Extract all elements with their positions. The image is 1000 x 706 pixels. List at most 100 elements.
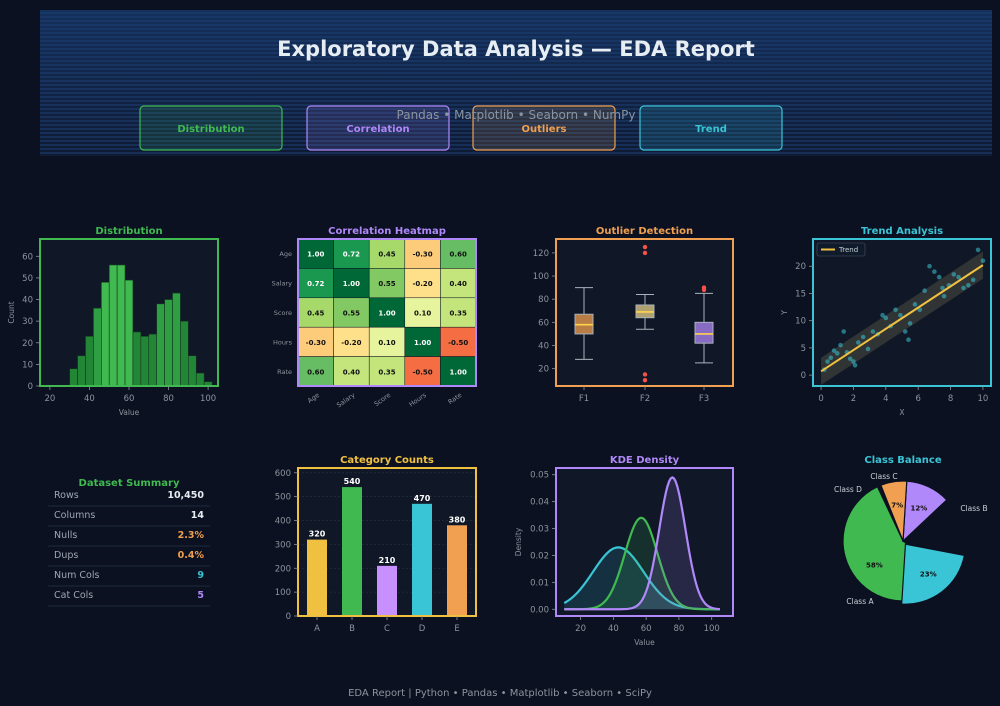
outlier-boxplot: 20 40 60 80 100 120 F1 F2 F3 Outlier Detection xyxy=(533,226,734,404)
x-tick-label: 20 xyxy=(575,624,586,634)
category-bar xyxy=(307,539,327,616)
x-tick-label: 100 xyxy=(704,624,720,634)
y-tick-label: 0.05 xyxy=(530,471,549,481)
density-fill xyxy=(564,477,720,610)
y-tick-label: 20 xyxy=(538,365,549,375)
y-tick-label: 15 xyxy=(795,289,806,299)
badge-trend: Trend xyxy=(639,105,783,151)
heatmap-cell xyxy=(297,268,334,299)
x-axis-label: Value xyxy=(119,408,140,417)
badge-label: Trend xyxy=(695,124,727,135)
histogram-bar xyxy=(108,264,118,387)
heatmap-value: 1.00 xyxy=(378,310,395,318)
scatter-point xyxy=(838,342,843,348)
y-tick-label: 10 xyxy=(795,317,806,327)
badge-box xyxy=(472,105,616,151)
chart-title: KDE Density xyxy=(610,455,680,466)
pie-class-label: Class A xyxy=(846,597,874,606)
histogram-bar xyxy=(69,368,78,387)
scatter-point xyxy=(841,329,847,334)
x-tick-label: 40 xyxy=(608,624,619,634)
footer-text: EDA Report | Python • Pandas • Matplotli… xyxy=(348,688,652,699)
class-balance-pie: Class Balance 58% Class A 23% Class B 12% Clas… xyxy=(834,455,988,606)
heatmap-value: -0.50 xyxy=(448,339,468,347)
y-tick-label: 0.02 xyxy=(530,551,549,561)
chart-title: Distribution xyxy=(95,226,162,237)
heatmap-value: 0.40 xyxy=(343,368,360,376)
column-label: Age xyxy=(306,391,321,405)
scatter-point xyxy=(856,340,861,345)
scatter-point xyxy=(852,363,858,368)
heatmap-cell xyxy=(368,356,406,387)
row-label: Salary xyxy=(272,280,293,288)
y-tick-label: 0 xyxy=(286,612,291,622)
box xyxy=(694,321,714,344)
scatter-point xyxy=(966,282,971,288)
heatmap-cell xyxy=(404,268,441,299)
scatter-point xyxy=(927,263,932,269)
scatter-point xyxy=(907,321,913,326)
plot-border xyxy=(812,238,992,387)
density-curve xyxy=(564,476,720,611)
heatmap-value: 0.35 xyxy=(450,310,467,318)
x-tick-label: E xyxy=(454,624,459,634)
row-label: Age xyxy=(279,250,292,258)
scatter-point xyxy=(970,277,976,283)
pie-percent-label: 23% xyxy=(920,571,937,579)
y-tick-label: 10 xyxy=(22,360,33,370)
chart-title: Category Counts xyxy=(340,455,434,466)
heatmap-value: 0.72 xyxy=(307,280,324,288)
scatter-point xyxy=(851,359,856,364)
scatter-point xyxy=(951,272,957,277)
x-tick-label: C xyxy=(384,624,390,634)
heatmap-cell xyxy=(333,297,370,328)
heatmap-value: 0.60 xyxy=(307,368,324,376)
y-tick-label: 20 xyxy=(795,262,806,272)
plot-area xyxy=(556,468,733,616)
heatmap-cell xyxy=(333,268,370,299)
outlier-point xyxy=(642,372,648,377)
heatmap-value: 0.40 xyxy=(450,280,467,288)
pie-slice xyxy=(880,480,908,542)
trend-line xyxy=(820,264,984,373)
category-counts-chart: 320 540 210 470 380 0 100 200 300 400 500 600 A B C D E C… xyxy=(275,455,477,634)
column-label: Score xyxy=(373,391,393,408)
header-banner xyxy=(40,10,992,156)
y-tick-label: 5 xyxy=(801,344,806,354)
scatter-point xyxy=(870,329,876,334)
y-tick-label: 300 xyxy=(275,540,291,550)
heatmap-value: -0.20 xyxy=(413,280,433,288)
bar-value-label: 470 xyxy=(414,494,431,503)
scatter-point xyxy=(936,274,942,280)
bar-value-label: 320 xyxy=(309,530,326,539)
heatmap-value: 0.35 xyxy=(378,368,395,376)
badge-label: Outliers xyxy=(522,124,567,135)
y-tick-label: 400 xyxy=(275,517,291,527)
y-axis-label: Y xyxy=(780,310,789,316)
x-tick-label: 4 xyxy=(883,394,888,404)
x-tick-label: D xyxy=(419,624,426,634)
scatter-point xyxy=(831,348,837,353)
histogram-bar xyxy=(132,331,142,387)
summary-value: 5 xyxy=(197,590,204,601)
y-tick-label: 0 xyxy=(28,382,33,392)
summary-row: Dups 0.4% xyxy=(48,550,210,567)
x-axis-label: X xyxy=(899,408,904,417)
legend-label: Trend xyxy=(838,246,858,254)
badge-label: Correlation xyxy=(346,124,409,135)
histogram-bar xyxy=(85,335,94,387)
x-tick-label: B xyxy=(349,624,355,634)
y-tick-label: 20 xyxy=(22,339,33,349)
heatmap-value: 0.10 xyxy=(378,339,395,347)
badge-box xyxy=(306,105,450,151)
summary-label: Nulls xyxy=(54,530,77,541)
y-tick-label: 120 xyxy=(533,249,549,259)
y-tick-label: 0.00 xyxy=(530,605,549,615)
outlier-point xyxy=(642,250,648,256)
section-badges: Distribution Correlation Outliers Trend xyxy=(139,105,783,151)
y-tick-label: 100 xyxy=(275,588,291,598)
pie-percent-label: 58% xyxy=(866,562,883,570)
heatmap-cell xyxy=(440,356,477,387)
x-tick-label: 60 xyxy=(641,624,652,634)
